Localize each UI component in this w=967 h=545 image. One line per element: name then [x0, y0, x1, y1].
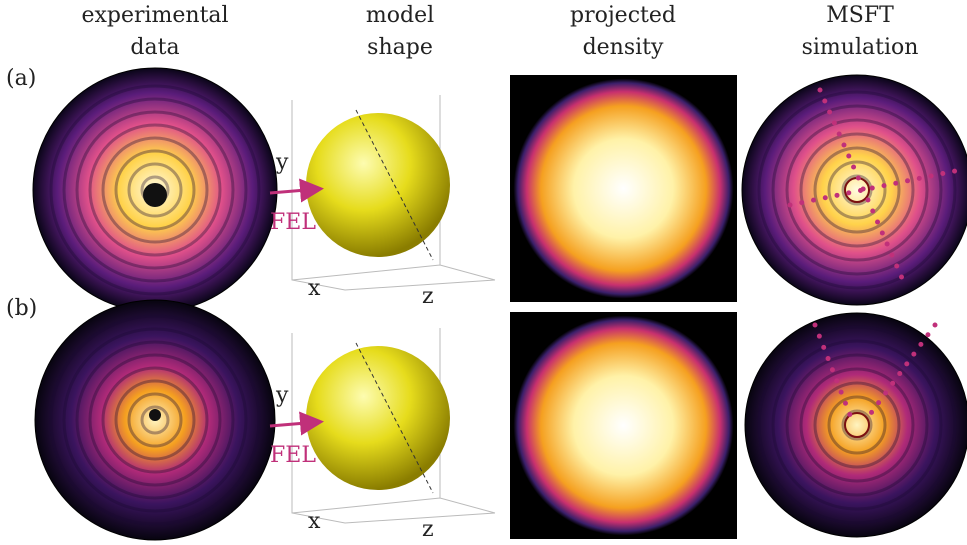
header: shape — [367, 35, 433, 60]
column-headers: experimental data model shape projected … — [81, 3, 918, 60]
diffraction-ring — [75, 340, 235, 500]
model-sphere — [306, 346, 450, 490]
row-label: (b) — [6, 296, 37, 321]
rotation-axis — [355, 342, 434, 494]
sim-ring — [785, 353, 929, 497]
projected-density — [513, 78, 734, 299]
axis-label: x — [308, 276, 321, 301]
sim-ring — [813, 381, 901, 469]
diffraction-ring — [114, 379, 196, 461]
diffraction-ring — [140, 405, 170, 435]
header: simulation — [802, 35, 919, 60]
rotation-axis — [355, 109, 434, 261]
sim-ring — [827, 395, 887, 455]
diffraction-ring — [49, 84, 261, 296]
beam-stop — [149, 409, 161, 421]
msft-simulation — [741, 74, 967, 306]
header: density — [583, 35, 664, 60]
symmetry-dots — [787, 87, 963, 288]
symmetry-dots — [812, 322, 938, 423]
axis-label: x — [308, 509, 321, 534]
sim-ring — [827, 160, 887, 220]
beam-label: FEL — [270, 210, 316, 235]
diffraction-ring — [75, 110, 235, 270]
sim-ring — [757, 325, 957, 525]
axis-label: z — [422, 517, 434, 541]
diffraction-ring — [62, 97, 248, 283]
axis-label: z — [422, 284, 434, 309]
diffraction-ring — [127, 162, 183, 218]
diffraction-ring — [88, 123, 222, 257]
sim-ring — [785, 118, 929, 262]
projected-density — [513, 315, 734, 536]
diffraction-ring — [101, 366, 209, 474]
header: experimental — [81, 3, 228, 28]
model-sphere — [306, 113, 450, 257]
diffraction-ring — [114, 149, 196, 231]
sim-ring — [813, 146, 901, 234]
msft-simulation — [744, 312, 967, 538]
sim-ring — [771, 104, 943, 276]
sim-ring — [771, 339, 943, 511]
diffraction-ring — [127, 392, 183, 448]
diffraction-ring — [88, 353, 222, 487]
sim-ring — [799, 367, 915, 483]
axis-label: y — [275, 150, 289, 175]
beam-label: FEL — [270, 443, 316, 468]
row-label: (a) — [6, 66, 36, 91]
diffraction-ring — [49, 314, 261, 526]
sim-ring — [799, 132, 915, 248]
sim-ring — [757, 90, 957, 290]
diffraction-ring — [62, 327, 248, 513]
header: model — [366, 3, 434, 28]
beam-arrow — [269, 178, 324, 203]
header: data — [130, 35, 179, 60]
header: MSFT — [826, 3, 894, 28]
sim-ring — [841, 409, 873, 441]
beam-stop — [143, 183, 167, 207]
beam-arrow — [269, 411, 324, 436]
axis-label: y — [275, 383, 289, 408]
diffraction-ring — [101, 136, 209, 244]
sim-center-ring — [844, 412, 870, 438]
header: projected — [570, 3, 676, 28]
